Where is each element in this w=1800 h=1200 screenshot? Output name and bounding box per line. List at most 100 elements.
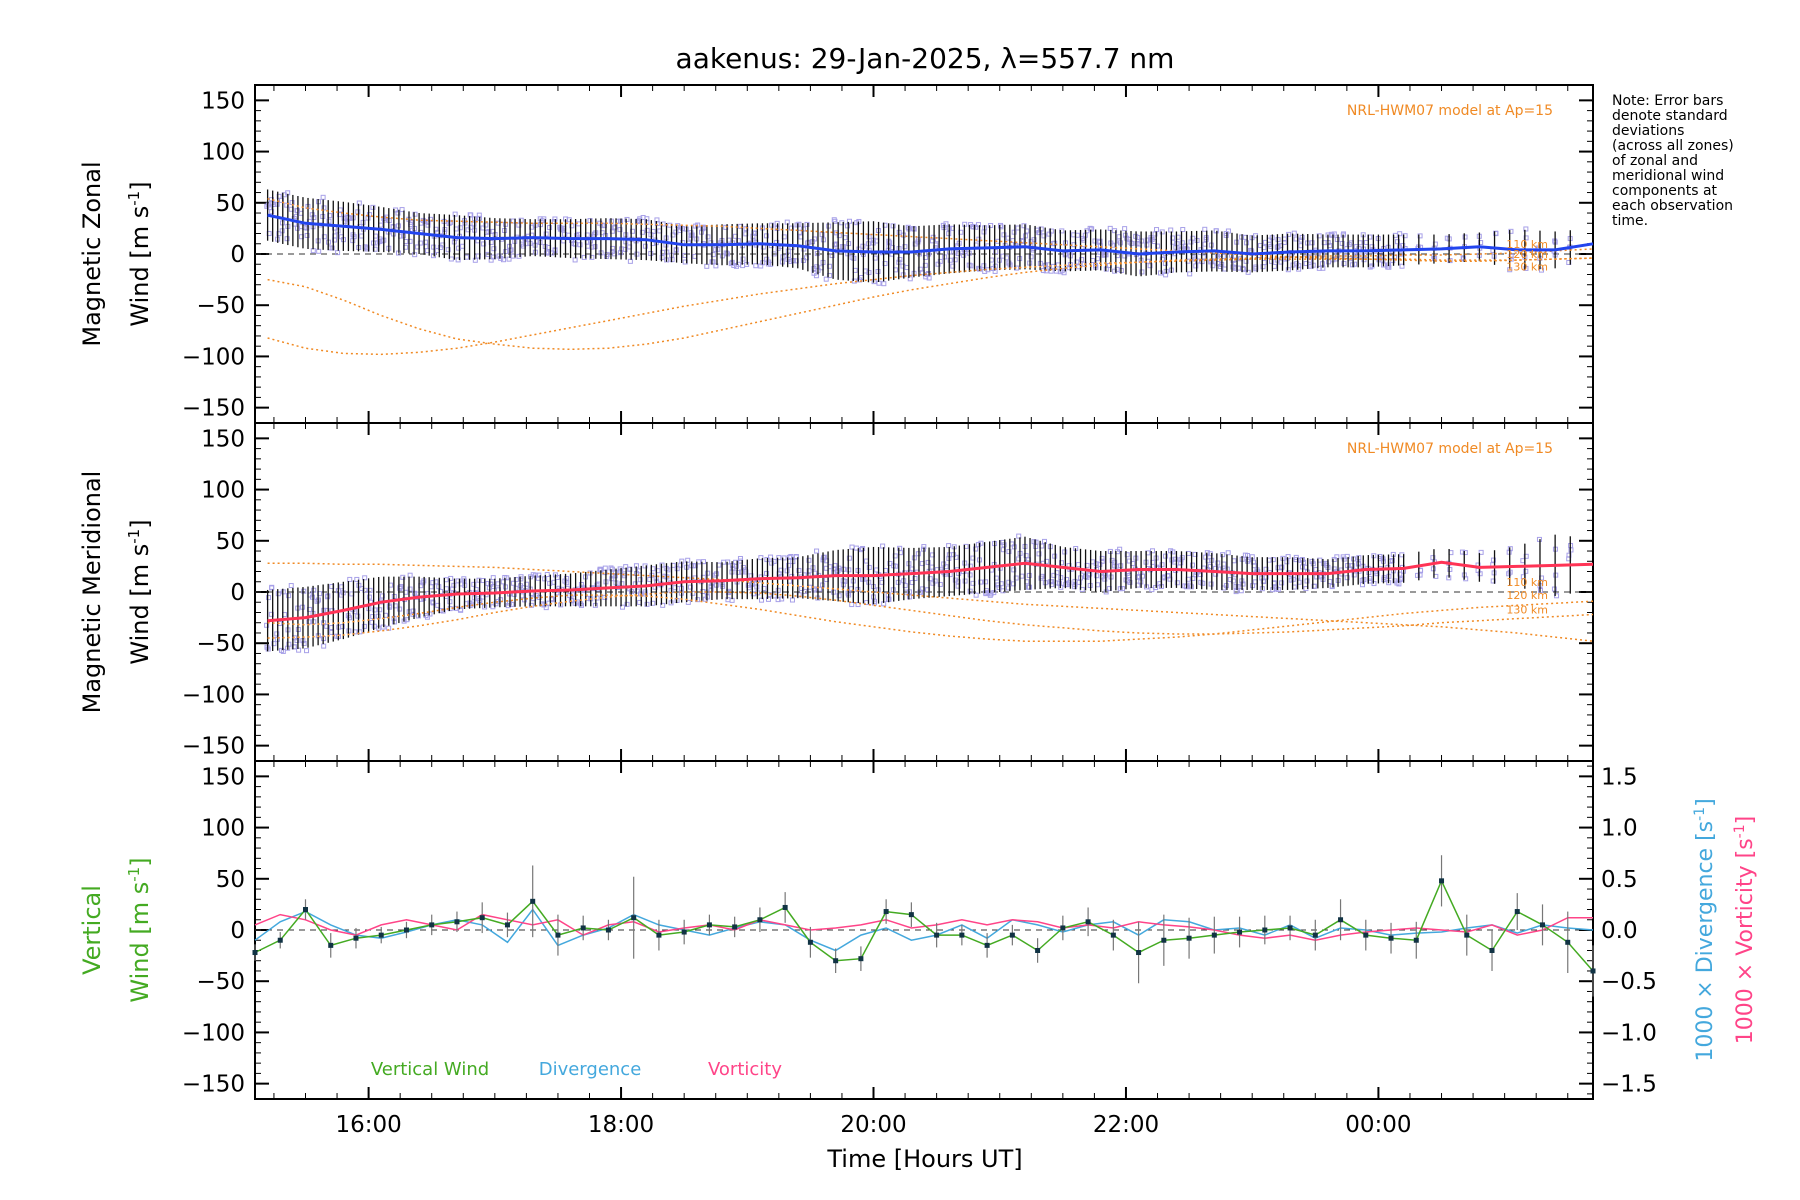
note-line: components at	[1612, 183, 1718, 199]
y-tick-label: −100	[182, 682, 245, 708]
y2-tick-label: 1.0	[1601, 816, 1638, 842]
scatter-point	[634, 251, 640, 257]
scatter-point	[311, 619, 317, 625]
scatter-point	[917, 589, 923, 595]
scatter-point	[592, 244, 598, 250]
scatter-point	[1334, 237, 1340, 243]
scatter-point	[1048, 228, 1054, 234]
vertical-wind-point	[858, 956, 864, 962]
scatter-point	[922, 262, 928, 268]
scatter-point	[639, 229, 645, 235]
scatter-point	[1005, 585, 1011, 591]
scatter-point	[1344, 575, 1350, 581]
y-tick-label: 0	[230, 242, 245, 268]
panel-meridional: −150 −100 −50 0 50 100 150 NRL-HWM07 model at A…	[182, 422, 1594, 762]
scatter-point	[1263, 566, 1269, 572]
scatter-point	[438, 589, 444, 595]
scatter-point	[955, 251, 961, 257]
scatter-point	[321, 643, 327, 649]
scatter-point	[685, 557, 691, 563]
y2-tick-label: −1.0	[1601, 1020, 1657, 1046]
scatter-point	[589, 254, 595, 260]
scatter-point	[642, 591, 648, 597]
scatter-point	[612, 224, 618, 230]
scatter-point	[688, 235, 694, 241]
scatter-point	[907, 276, 913, 282]
scatter-point	[296, 647, 302, 653]
scatter-point	[1021, 223, 1027, 229]
y-tick-label: 150	[201, 88, 245, 114]
y-tick-label: −100	[182, 344, 245, 370]
scatter-point	[1112, 228, 1118, 234]
scatter-point	[834, 569, 840, 575]
scatter-point	[1049, 579, 1055, 585]
vertical-wind-point	[328, 942, 334, 948]
scatter-point	[504, 575, 510, 581]
scatter-point	[425, 222, 431, 228]
superscript: -1	[125, 867, 143, 882]
note-line: meridional wind	[1612, 168, 1724, 184]
scatter-point	[866, 564, 872, 570]
vertical-wind-point	[631, 915, 637, 921]
scatter-point	[498, 597, 504, 603]
scatter-point	[1461, 256, 1467, 262]
scatter-point	[1155, 243, 1161, 249]
scatter-point	[967, 572, 973, 578]
scatter-point	[1189, 562, 1195, 568]
scatter-point	[799, 586, 805, 592]
y-tick-label: 0	[230, 918, 245, 944]
scatter-point	[294, 207, 300, 213]
scatter-point	[1250, 559, 1256, 565]
scatter-point	[701, 559, 707, 565]
scatter-point	[286, 593, 292, 599]
scatter-point	[1415, 572, 1421, 578]
scatter-point	[1270, 557, 1276, 563]
scatter-point	[1341, 556, 1347, 562]
scatter-point	[271, 641, 277, 647]
scatter-point	[733, 263, 739, 269]
scatter-point	[314, 598, 320, 604]
scatter-point	[309, 212, 315, 218]
scatter-point	[1168, 227, 1174, 233]
scatter-point	[1193, 263, 1199, 269]
model-altitude-label: 130 km	[1506, 603, 1548, 616]
vertical-wind-point	[1363, 932, 1369, 938]
vertical-wind-point	[959, 932, 965, 938]
scatter-point	[1174, 580, 1180, 586]
scatter-point	[1198, 579, 1204, 585]
scatter-point	[350, 238, 356, 244]
y-tick-label: −50	[196, 293, 245, 319]
scatter-point	[1097, 561, 1103, 567]
scatter-point	[993, 249, 999, 255]
scatter-point	[624, 216, 630, 222]
scatter-point	[1179, 555, 1185, 561]
scatter-point	[1059, 560, 1065, 566]
vertical-wind-point	[1060, 925, 1066, 931]
scatter-point	[1127, 579, 1133, 585]
scatter-point	[452, 211, 458, 217]
scatter-point	[1397, 231, 1403, 237]
scatter-point	[286, 641, 292, 647]
scatter-point	[1097, 238, 1103, 244]
vertical-wind-point	[681, 929, 687, 935]
scatter-point	[420, 580, 426, 586]
scatter-point	[845, 223, 851, 229]
scatter-point	[513, 577, 519, 583]
scatter-point	[269, 585, 275, 591]
scatter-point	[759, 597, 765, 603]
scatter-point	[836, 233, 842, 239]
model-altitude-label: 110 km	[1506, 238, 1548, 251]
scatter-point	[472, 257, 478, 263]
scatter-point	[804, 221, 810, 227]
vertical-wind-point	[1388, 935, 1394, 941]
scatter-point	[860, 545, 866, 551]
scatter-point	[288, 583, 294, 589]
vertical-wind-point	[605, 927, 611, 933]
scatter-point	[690, 590, 696, 596]
scatter-point	[1041, 233, 1047, 239]
scatter-point	[362, 575, 368, 581]
scatter-point	[829, 253, 835, 259]
x-tick-label: 20:00	[840, 1112, 906, 1138]
scatter-point	[612, 573, 618, 579]
scatter-point	[543, 231, 549, 237]
